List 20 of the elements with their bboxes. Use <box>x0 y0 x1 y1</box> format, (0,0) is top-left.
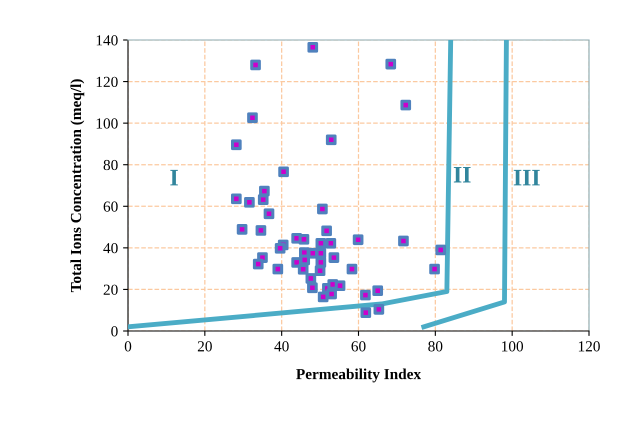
x-tick-label: 100 <box>502 341 524 352</box>
annotation: II <box>454 166 471 182</box>
annotation: I <box>170 170 178 186</box>
y-tick-label: 0 <box>111 326 118 336</box>
y-tick-label: 40 <box>103 243 118 254</box>
y-tick-label: 80 <box>104 160 118 170</box>
annotation: III <box>514 170 540 186</box>
x-tick-label: 0 <box>124 341 132 352</box>
x-axis-title: Permeability Index <box>296 368 422 382</box>
y-tick-label: 100 <box>96 118 118 129</box>
y-tick-label: 120 <box>96 76 118 88</box>
x-tick-label: 60 <box>352 341 366 352</box>
y-tick-label: 140 <box>96 35 118 46</box>
y-axis-title: Total Ions Concentration (meq/l) <box>70 79 84 292</box>
x-tick-label: 120 <box>578 341 600 352</box>
y-tick-label: 20 <box>104 284 118 295</box>
x-tick-label: 20 <box>198 341 212 352</box>
x-tick-label: 80 <box>428 341 442 352</box>
y-tick-label: 60 <box>104 201 118 212</box>
x-tick-label: 40 <box>274 341 289 352</box>
